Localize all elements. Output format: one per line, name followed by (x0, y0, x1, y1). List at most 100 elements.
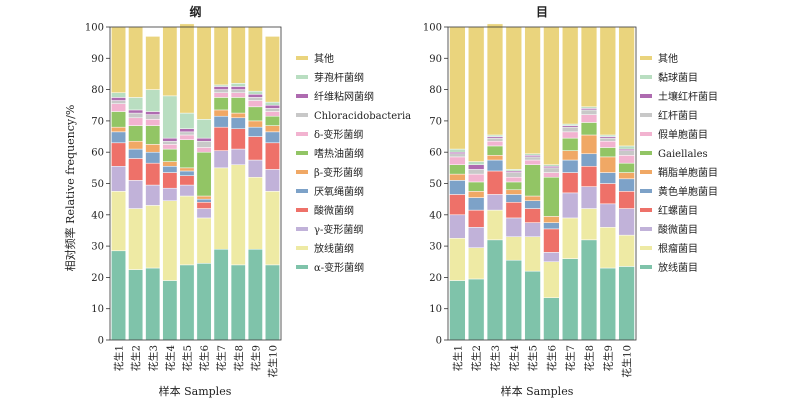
legend-swatch (296, 56, 308, 60)
legend-label: 其他 (314, 52, 334, 65)
bar-segment (128, 117, 144, 126)
bar-segment (524, 270, 541, 341)
bar-segment (265, 105, 280, 109)
bar-segment (543, 172, 560, 178)
bar-segment (562, 26, 579, 125)
bar-segment (449, 173, 466, 181)
legend-swatch (640, 265, 652, 269)
bar-segment (505, 259, 522, 341)
bar-segment (618, 208, 635, 236)
y-tick-label: 10 (91, 304, 104, 315)
legend-label: 放线菌目 (658, 261, 698, 274)
bar-segment (543, 167, 560, 173)
bar-segment (524, 156, 541, 161)
bar-segment (468, 209, 485, 228)
bar-segment (162, 95, 178, 139)
bar-segment (145, 205, 161, 269)
bar-segment (213, 86, 229, 90)
x-tick-label: 花生4 (164, 345, 177, 371)
x-tick-label: 花生10 (621, 345, 634, 378)
legend-swatch (640, 56, 652, 60)
bar-segment (179, 195, 195, 266)
y-tick-label: 80 (429, 85, 442, 96)
legend-label: 假单胞菌目 (658, 128, 708, 141)
bar-segment (580, 26, 598, 108)
bar-segment (468, 26, 485, 162)
y-tick-label: 50 (429, 179, 442, 190)
bar-segment (179, 264, 195, 341)
bar-segment (247, 159, 263, 178)
bar-segment (524, 200, 541, 209)
bar-segment (618, 150, 635, 156)
bar-segment (524, 164, 541, 197)
legend-swatch (296, 265, 308, 269)
bar-segment (145, 267, 161, 341)
bar-segment (247, 248, 263, 341)
legend-label: 其他 (658, 52, 678, 65)
legend-swatch (640, 113, 652, 117)
bar-segment (486, 23, 504, 136)
bar-segment (618, 234, 635, 267)
bar-segment (196, 202, 212, 209)
bar-segment (562, 150, 579, 161)
y-tick-label: 30 (429, 242, 442, 253)
bar-segment (599, 172, 616, 184)
bar-segment (196, 147, 212, 153)
bar-segment (196, 151, 212, 197)
bar-segment (230, 26, 246, 84)
bar-segment (580, 122, 598, 136)
bar-segment (213, 26, 229, 86)
bar-segment (505, 189, 522, 195)
bar-segment (247, 97, 263, 101)
legend-swatch (640, 208, 652, 212)
bar-segment (524, 159, 541, 165)
legend-swatch (640, 246, 652, 250)
bar-segment (162, 137, 178, 142)
bar-segment (543, 222, 560, 230)
bar-segment (562, 258, 579, 341)
bar-segment (524, 195, 541, 201)
bar-segment (196, 263, 212, 341)
bar-segment (162, 148, 178, 162)
bar-segment (162, 141, 178, 145)
legend-label: 酸微菌目 (658, 223, 698, 236)
y-tick-label: 40 (91, 210, 104, 221)
legend-label: γ-变形菌纲 (314, 223, 363, 236)
bar-segment (599, 147, 616, 158)
bar-segment (145, 144, 161, 153)
bar-segment (213, 109, 229, 117)
bar-segment (599, 227, 616, 269)
x-tick-label: 花生1 (113, 345, 126, 371)
bar-segment (524, 222, 541, 237)
bar-segment (145, 119, 161, 126)
bar-segment (468, 227, 485, 248)
x-tick-label: 花生6 (545, 345, 558, 371)
bar-segment (111, 97, 126, 101)
bar-segment (449, 26, 466, 150)
x-tick-label: 花生4 (508, 345, 521, 371)
x-tick-label: 花生5 (527, 345, 540, 371)
bar-segment (145, 114, 161, 120)
x-tick-label: 花生3 (489, 345, 502, 371)
bar-segment (179, 112, 195, 129)
y-tick-label: 70 (91, 116, 104, 127)
bar-segment (265, 264, 280, 341)
bar-segment (230, 112, 246, 119)
y-tick-label: 30 (91, 242, 104, 253)
bar-segment (179, 170, 195, 176)
bar-segment (580, 114, 598, 123)
x-tick-label: 花生7 (564, 345, 577, 371)
bar-segment (562, 126, 579, 133)
bar-segment (145, 162, 161, 186)
legend-label: Chloracidobacteria (314, 111, 411, 122)
bar-segment (468, 169, 485, 175)
bar-segment (179, 134, 195, 140)
bar-segment (128, 26, 144, 98)
bar-segment (524, 26, 541, 155)
bar-segment (599, 203, 616, 228)
bar-segment (179, 167, 195, 172)
bar-segment (196, 137, 212, 142)
x-tick-label: 花生2 (130, 345, 143, 371)
bar-segment (486, 141, 504, 147)
